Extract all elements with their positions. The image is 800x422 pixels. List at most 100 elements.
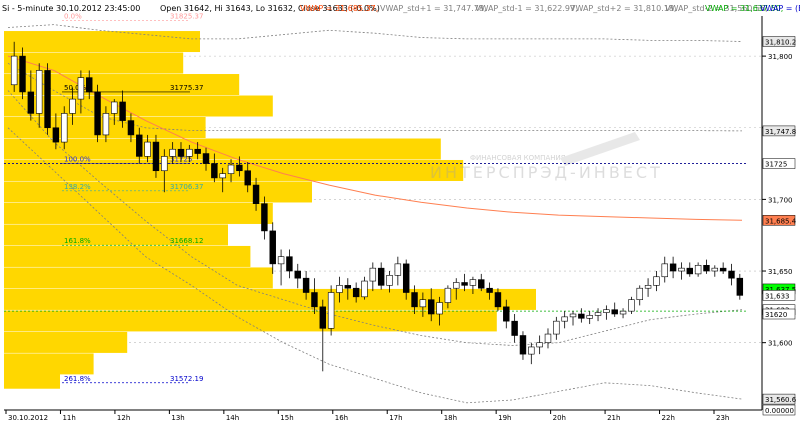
price-tag-text: 31,637.5 [765,286,796,294]
candle-body [186,148,193,157]
watermark-line2: ИНТЕРСПРЭД-ИНВЕСТ [430,163,663,182]
candle [269,222,276,274]
price-tag-text: 31620 [765,311,787,319]
candle [653,271,660,292]
candles [10,41,744,372]
fib-level-label: 0.0% [64,12,82,20]
candle [169,142,176,164]
fib-level-label: 138.2% [64,183,91,191]
price-tag-box [762,215,796,226]
candle [252,177,260,211]
candle [611,302,618,317]
candle-body [319,306,327,329]
candle-body [286,256,293,272]
candle-body [352,287,360,298]
chart-header: Si - 5-minute 30.10.2012 23:45:00 Open 3… [2,4,800,13]
candle [236,156,243,177]
candle-body [111,101,118,114]
candle-body [469,279,477,286]
price-tag-text: 31,810.2 [765,39,796,47]
candle [60,106,68,150]
candle-body [411,292,418,308]
candle [386,271,393,293]
candle-body [102,113,110,136]
candle-body [394,263,402,276]
candle [302,271,310,300]
candle-body [52,127,60,143]
candle-body [619,310,627,315]
candle [494,288,502,312]
watermark: ФИНАНСОВАЯ КОМПАНИЯ ИНТЕРСПРЭД-ИНВЕСТ [430,132,663,182]
y-tick-label: 31,600 [768,340,793,348]
price-tag-text: 31,560.6 [765,396,797,404]
candle-body [444,287,452,303]
candle-body [711,267,719,272]
candle [211,153,218,183]
candle-body [436,302,443,315]
candle [628,296,635,315]
candle-body [219,173,226,179]
candle-body [703,264,710,272]
candle [102,106,110,143]
price-tag: 31620 [762,308,796,320]
candle-body [569,313,577,318]
candle-body [578,313,585,319]
candle-body [94,91,101,136]
candle-body [628,299,635,312]
candle-body [261,203,268,232]
candle-body [152,141,160,172]
candle [669,256,677,279]
header-std-minus1: VWAP_std-1 = 31,622.97, [475,4,578,13]
candle [528,342,535,365]
profile-bar [4,52,184,74]
candle-body [402,263,410,293]
x-tick-label: 14h [226,414,239,422]
x-tick-label: 16h [335,414,348,422]
candle [19,47,26,100]
price-tag: 31,747.8 [762,125,796,137]
candle-body [511,320,518,336]
candle-body [361,280,368,298]
candle [569,311,577,326]
x-tick-label: 12h [117,414,130,422]
candle [361,276,368,300]
candle [44,63,51,135]
candle-body [461,282,468,286]
x-tick-label: 21h [607,414,620,422]
candle [436,296,443,326]
candle-body [519,335,527,355]
candle [94,84,101,143]
candle-body [19,55,26,93]
candle [136,127,143,164]
candle [503,299,510,329]
candle [119,90,126,128]
candle-body [661,263,668,278]
candle [419,292,427,317]
candle [344,278,352,300]
candle-body [252,184,260,204]
candle-body [678,267,685,272]
price-tag: 31,685.4 [762,215,797,226]
price-tag-box [762,308,796,320]
candle [319,299,327,372]
profile-bar [4,288,536,310]
x-tick-label: 11h [62,414,75,422]
candle-body [736,277,744,296]
fib-level-label: 50.0% [64,84,87,92]
fib-level-value: 31668.12 [170,237,203,245]
header-instrument: Si - 5-minute 30.10.2012 23:45:00 [2,4,140,13]
candle-body [503,306,510,322]
candle-body [194,148,201,154]
price-tag-text: 31,747.8 [765,128,796,136]
candle [52,113,60,150]
candle-body [486,287,493,293]
candle [219,167,226,193]
price-tag-box [762,290,796,301]
profile-bar [4,74,240,96]
std-plus2-line [7,24,743,42]
header-std-plus2: VWAP_std+2 = 31,810.18, [570,4,676,13]
candle [511,314,518,343]
candle-body [86,77,93,93]
candle [544,328,552,349]
